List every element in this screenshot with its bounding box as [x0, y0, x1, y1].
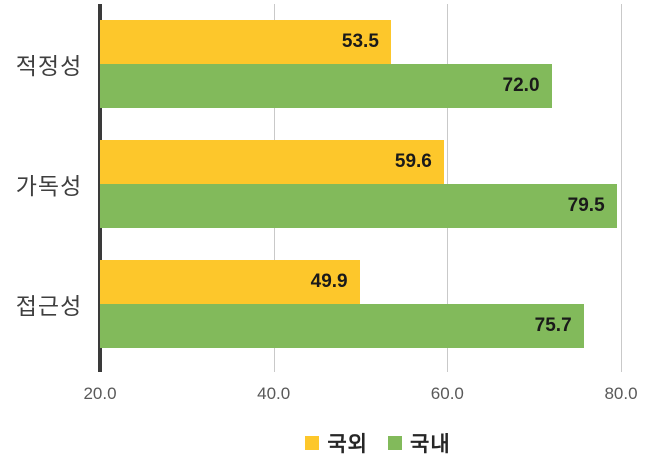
x-tick-label: 80.0 — [604, 384, 638, 403]
bar-국외: 49.9 — [100, 260, 360, 304]
legend-label: 국내 — [410, 433, 451, 456]
bar-group: 59.6 79.5 — [100, 124, 656, 244]
bar-국외: 53.5 — [100, 20, 391, 64]
bar-value-label: 49.9 — [310, 271, 348, 292]
bar-국내: 79.5 — [100, 184, 617, 228]
legend-item-국외: 국외 — [305, 428, 368, 458]
bar-group: 49.9 75.7 — [100, 244, 656, 364]
category-label: 가독성 — [15, 173, 83, 199]
bar-value-label: 75.7 — [534, 315, 572, 336]
legend-item-국내: 국내 — [388, 428, 451, 458]
legend-label: 국외 — [327, 433, 368, 456]
plot-area: 53.5 72.0 59.6 79.5 49.9 75.7 — [98, 4, 656, 372]
bar-value-label: 53.5 — [341, 31, 379, 52]
bar-국내: 72.0 — [100, 64, 552, 108]
bar-value-label: 79.5 — [567, 195, 605, 216]
legend-swatch-icon — [388, 436, 402, 450]
x-tick-label: 20.0 — [83, 384, 117, 403]
x-tick-label: 60.0 — [430, 384, 464, 403]
bar-rows: 53.5 72.0 59.6 79.5 49.9 75.7 — [100, 4, 656, 364]
x-axis-tick-labels: 20.0 40.0 60.0 80.0 — [83, 384, 656, 408]
bar-국내: 75.7 — [100, 304, 584, 348]
x-tick-label: 40.0 — [257, 384, 291, 403]
legend: 국외 국내 — [100, 428, 656, 458]
bar-value-label: 72.0 — [502, 75, 540, 96]
bar-value-label: 59.6 — [394, 151, 432, 172]
category-label: 적정성 — [15, 53, 83, 79]
legend-swatch-icon — [305, 436, 320, 450]
gridline-80.0 — [621, 4, 622, 372]
category-label: 접근성 — [15, 293, 83, 319]
bar-group: 53.5 72.0 — [100, 4, 656, 124]
bar-국외: 59.6 — [100, 140, 444, 184]
